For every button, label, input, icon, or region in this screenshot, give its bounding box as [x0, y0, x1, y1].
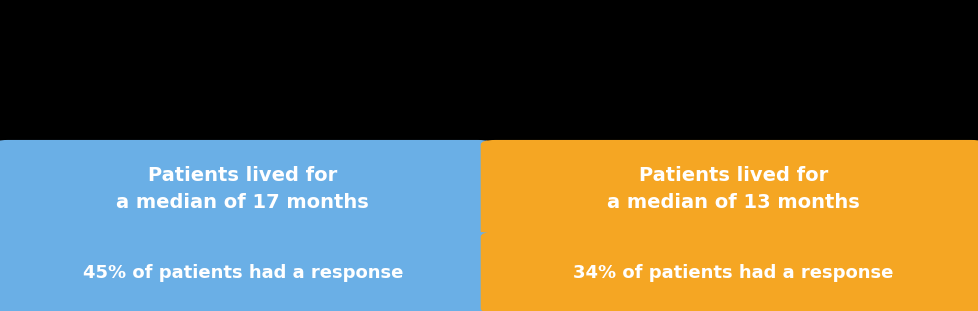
- Text: Patients lived for
a median of 17 months: Patients lived for a median of 17 months: [116, 166, 369, 211]
- Text: 45% of patients had a response: 45% of patients had a response: [82, 263, 403, 281]
- FancyBboxPatch shape: [0, 232, 492, 311]
- FancyBboxPatch shape: [480, 232, 978, 311]
- Text: 34% of patients had a response: 34% of patients had a response: [572, 263, 893, 281]
- FancyBboxPatch shape: [480, 140, 978, 238]
- FancyBboxPatch shape: [0, 140, 492, 238]
- Text: Patients lived for
a median of 13 months: Patients lived for a median of 13 months: [606, 166, 859, 211]
